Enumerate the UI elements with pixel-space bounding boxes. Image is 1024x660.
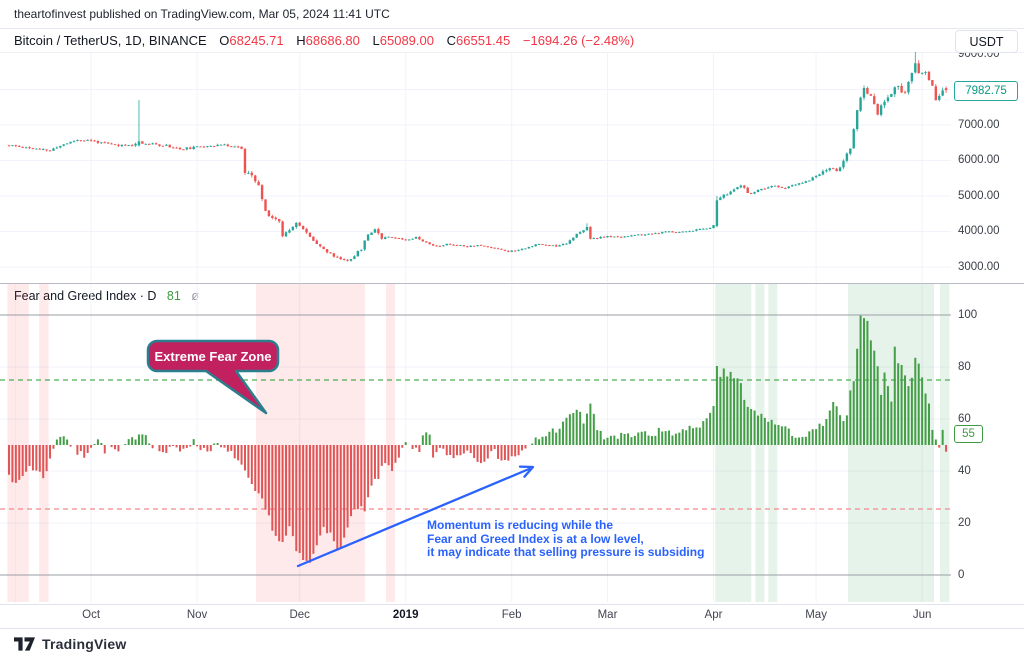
widget-bottom-border: [0, 628, 1024, 629]
sentiment-zones: [7, 284, 950, 602]
price-tick-label: 4000.00: [958, 225, 1000, 237]
osc-current-value-badge: 55: [954, 425, 983, 443]
price-tick-label: 5000.00: [958, 189, 1000, 202]
osc-tick-label: 100: [958, 308, 978, 321]
last-price-badge: 7982.75: [954, 81, 1018, 101]
candles-up: [11, 52, 944, 262]
ohlc-close-value: 66551.45: [456, 33, 511, 48]
time-tick-label: Dec: [289, 609, 310, 621]
fear-zone: [15, 284, 29, 602]
widget-top-border: [0, 28, 1024, 29]
ohlc-low-value: 65089.00: [379, 33, 434, 48]
tradingview-logo-text: TradingView: [42, 636, 127, 652]
annotation-line-3: it may indicate that selling pressure is…: [427, 545, 705, 559]
ohlc-low-key: L: [372, 33, 380, 48]
osc-tick-label: 80: [958, 360, 971, 373]
callout-extreme-fear[interactable]: Extreme Fear Zone: [146, 339, 280, 415]
osc-tick-label: 40: [958, 464, 971, 477]
indicator-source-icon: ø: [191, 289, 199, 303]
time-tick-label: Nov: [186, 609, 208, 621]
fear-zone: [386, 284, 395, 602]
ohlc-open-key: O: [219, 33, 230, 48]
osc-tick-label: 20: [958, 516, 971, 529]
time-tick-label: Apr: [704, 609, 723, 621]
osc-axis[interactable]: 0 20 40 60 80 100: [956, 284, 1022, 602]
ohlc-high-key: H: [296, 33, 306, 48]
tradingview-logo-icon: [14, 637, 35, 651]
time-axis[interactable]: Oct Nov Dec 2019 Feb Mar Apr May Jun: [0, 604, 1024, 628]
price-tick-label: 7000.00: [958, 118, 1000, 131]
osc-tick-label: 0: [958, 568, 965, 581]
tradingview-logo[interactable]: TradingView: [14, 636, 126, 652]
greed-zone: [940, 284, 950, 602]
annotation-line-2: Fear and Greed Index is at a low level,: [427, 531, 644, 546]
annotation-arrow[interactable]: [296, 465, 535, 568]
pane-separator: [0, 283, 1024, 284]
ohlc-high-value: 68686.80: [305, 33, 360, 48]
indicator-title: Fear and Greed Index · D: [14, 289, 157, 303]
ohlc-open-value: 68245.71: [229, 33, 284, 48]
greed-zone: [768, 284, 778, 602]
price-tick-label: 6000.00: [958, 154, 1000, 166]
fear-zone: [39, 284, 49, 602]
time-tick-label: Feb: [501, 609, 522, 621]
symbol-header[interactable]: Bitcoin / TetherUS, 1D, BINANCE O68245.7…: [14, 33, 634, 48]
time-tick-label: Oct: [82, 609, 101, 621]
price-tick-label: 3000.00: [958, 260, 1000, 273]
price-axis[interactable]: 9000.00 7000.00 6000.00 5000.00 4000.00 3000.…: [956, 53, 1022, 282]
currency-toggle-button[interactable]: USDT: [955, 30, 1018, 53]
time-tick-label: Mar: [597, 609, 618, 621]
attribution-text: theartofinvest published on TradingView.…: [14, 7, 390, 21]
time-tick-label: Jun: [912, 609, 932, 621]
annotation-line-1: Momentum is reducing while the: [427, 518, 614, 532]
callout-bubble-shape: [146, 339, 280, 415]
annotation-note[interactable]: Momentum is reducing while the Fear and …: [427, 518, 705, 560]
change-value: −1694.26 (−2.48%): [522, 33, 635, 48]
time-axis-top-border: [0, 604, 1024, 605]
ohlc-close-key: C: [446, 33, 457, 48]
level-lines: [0, 314, 951, 576]
indicator-length-value: 81: [166, 289, 181, 303]
fear-zone: [7, 284, 16, 602]
indicator-header[interactable]: Fear and Greed Index · D 81 ø: [14, 289, 199, 303]
price-tick-label: 9000.00: [958, 53, 1000, 60]
greed-zone: [755, 284, 765, 602]
callout-label: Extreme Fear Zone: [154, 349, 271, 364]
symbol-title: Bitcoin / TetherUS, 1D, BINANCE: [14, 33, 207, 48]
time-tick-label: 2019: [392, 609, 419, 621]
osc-tick-label: 60: [958, 412, 971, 425]
candlestick-series: [7, 52, 948, 262]
time-tick-label: May: [805, 609, 827, 621]
